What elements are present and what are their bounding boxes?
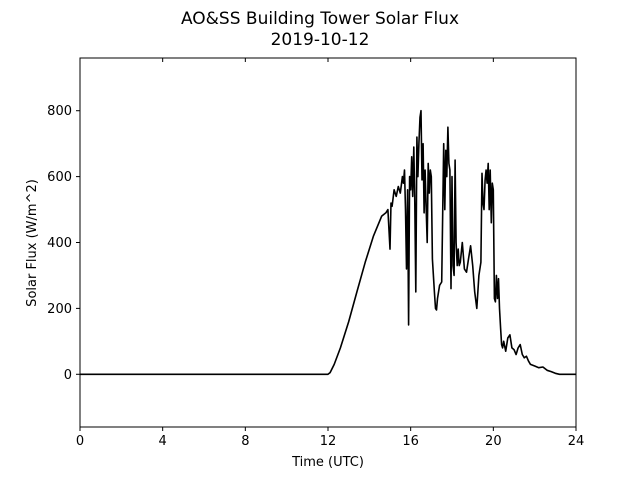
- chart-title: AO&SS Building Tower Solar Flux: [181, 9, 459, 29]
- x-tick-label: 12: [320, 434, 337, 449]
- x-tick-label: 8: [241, 434, 249, 449]
- x-axis: 0 4 8 12 16 20 24: [76, 58, 584, 449]
- x-tick-label: 20: [485, 434, 502, 449]
- x-tick-label: 16: [402, 434, 419, 449]
- y-tick-label: 800: [47, 104, 72, 119]
- x-tick-label: 0: [76, 434, 84, 449]
- y-tick-label: 400: [47, 236, 72, 251]
- x-axis-label: Time (UTC): [291, 455, 364, 470]
- x-tick-label: 24: [568, 434, 585, 449]
- axes-frame: [79, 57, 577, 428]
- x-tick-label: 4: [159, 434, 167, 449]
- y-axis: 0 200 400 600 800: [47, 104, 80, 383]
- y-tick-label: 0: [64, 368, 72, 383]
- y-axis-label: Solar Flux (W/m^2): [25, 179, 40, 307]
- plot-area: 0 4 8 12 16 20 24 0 200 400 600 800: [47, 57, 584, 449]
- chart-subtitle: 2019-10-12: [271, 30, 370, 50]
- y-tick-label: 200: [47, 302, 72, 317]
- y-tick-label: 600: [47, 170, 72, 185]
- solar-flux-line: [80, 109, 576, 376]
